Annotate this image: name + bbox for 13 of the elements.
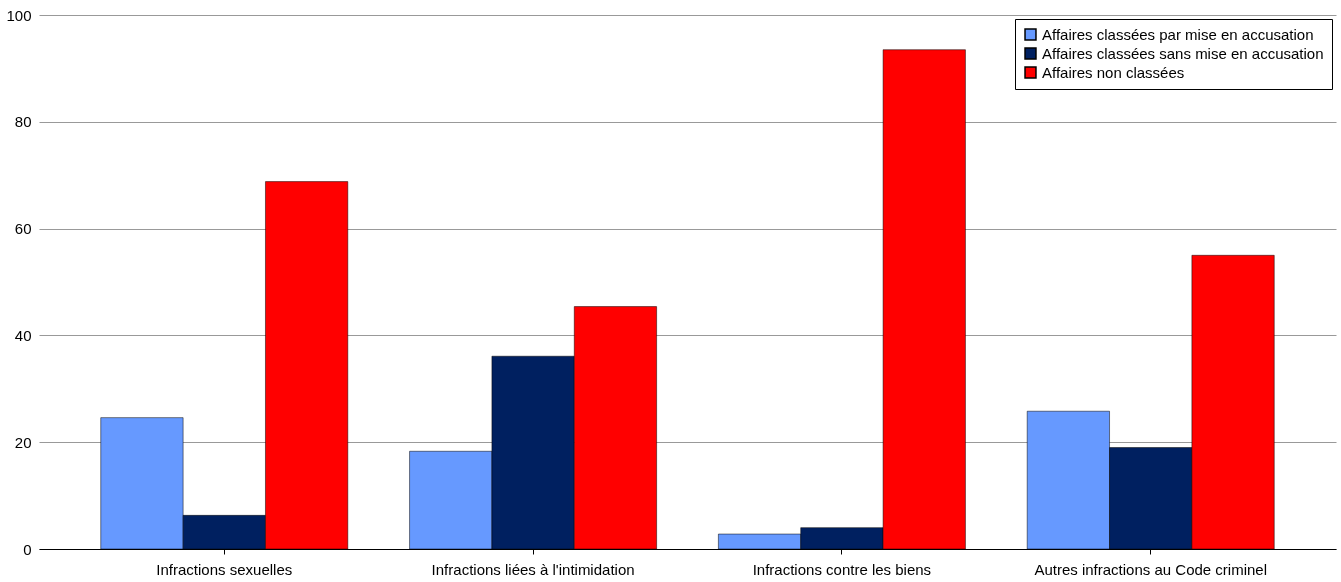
y-tick-label: 60 [14, 220, 32, 238]
legend-label: Affaires classées sans mise en accusation [1042, 44, 1324, 62]
y-tick-label: 40 [14, 326, 32, 344]
x-tick-label: Infractions liées à l'intimidation [431, 560, 635, 578]
y-tick-label: 80 [14, 113, 32, 131]
legend-label: Affaires classées par mise en accusation [1042, 25, 1314, 43]
y-tick-label: 20 [14, 433, 32, 451]
legend-label: Affaires non classées [1042, 63, 1185, 81]
y-tick-label: 0 [23, 540, 32, 558]
y-tick-label: 100 [6, 6, 32, 24]
x-tick-label: Autres infractions au Code criminel [1034, 560, 1268, 578]
x-tick-label: Infractions sexuelles [156, 560, 293, 578]
x-tick-label: Infractions contre les biens [752, 560, 932, 578]
